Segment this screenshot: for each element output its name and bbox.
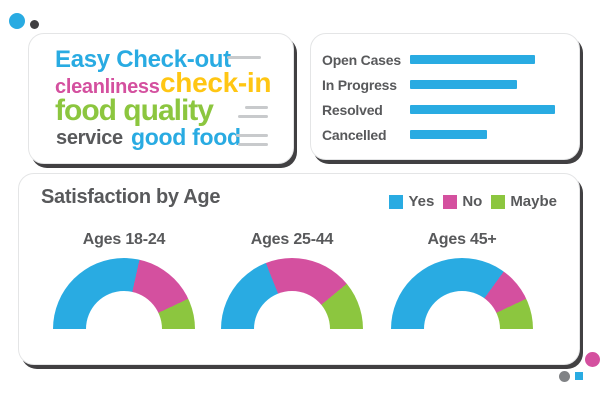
decorative-gray-dot-bottom-right xyxy=(559,371,570,382)
donut-hole xyxy=(86,291,162,329)
case-status-row: Open Cases xyxy=(322,47,579,72)
bar-category-label: Open Cases xyxy=(322,51,401,68)
case-status-row: Cancelled xyxy=(322,122,579,147)
case-status-card: Open Cases In Progress Resolved Cancelled xyxy=(310,33,580,160)
legend-item: No xyxy=(443,193,482,210)
legend-label: Yes xyxy=(408,193,435,210)
semi-donut-chart xyxy=(391,258,533,329)
legend-swatch xyxy=(389,194,404,209)
value-bar xyxy=(410,80,517,89)
value-bar xyxy=(410,105,555,114)
legend-swatch xyxy=(491,194,506,209)
decorative-line xyxy=(227,56,261,59)
decorative-line xyxy=(245,106,268,109)
satisfaction-by-age-card: Satisfaction by Age Yes No Maybe Ages 18-2… xyxy=(18,173,580,365)
satisfaction-legend: Yes No Maybe xyxy=(389,193,557,210)
semi-donut-chart xyxy=(221,258,363,329)
bar-category-label: Cancelled xyxy=(322,126,387,143)
value-bar xyxy=(410,55,535,64)
case-status-bar-chart: Open Cases In Progress Resolved Cancelled xyxy=(311,34,579,147)
decorative-line xyxy=(236,134,268,137)
decorative-pink-dot-bottom-right xyxy=(585,352,600,367)
word-cloud: Easy Check-out cleanliness check-in food qu… xyxy=(29,34,293,163)
case-status-row: In Progress xyxy=(322,72,579,97)
word-cloud-term: service xyxy=(56,127,123,149)
legend-item: Yes xyxy=(389,193,434,210)
case-status-row: Resolved xyxy=(322,97,579,122)
value-bar xyxy=(410,130,487,139)
bar-category-label: Resolved xyxy=(322,101,383,118)
donut-hole xyxy=(254,291,330,329)
semi-donut-group: Ages 18-24 xyxy=(53,231,195,329)
word-cloud-term: Easy Check-out xyxy=(55,46,231,73)
semi-donut-group: Ages 45+ xyxy=(391,231,533,329)
donut-age-label: Ages 25-44 xyxy=(250,231,334,248)
word-cloud-term: good food xyxy=(131,124,241,150)
decorative-dark-dot-top-left xyxy=(30,20,39,29)
word-cloud-term: cleanliness xyxy=(55,76,160,98)
satisfaction-title: Satisfaction by Age xyxy=(41,186,221,208)
legend-label: Maybe xyxy=(510,193,557,210)
donut-age-label: Ages 18-24 xyxy=(82,231,166,248)
word-cloud-term: check-in xyxy=(160,67,272,98)
decorative-blue-dot-top-left xyxy=(9,13,25,29)
decorative-line xyxy=(238,115,268,118)
legend-label: No xyxy=(462,193,483,210)
decorative-blue-square-bottom-right xyxy=(575,372,583,380)
bar-category-label: In Progress xyxy=(322,76,397,93)
semi-donut-group: Ages 25-44 xyxy=(221,231,363,329)
legend-swatch xyxy=(443,194,458,209)
semi-donut-charts-row: Ages 18-24 Ages 25-44 Ages 45+ xyxy=(19,174,579,364)
semi-donut-chart xyxy=(53,258,195,329)
donut-age-label: Ages 45+ xyxy=(427,231,497,248)
legend-item: Maybe xyxy=(491,193,557,210)
donut-hole xyxy=(424,291,500,329)
guest-feedback-word-cloud-card: Easy Check-out cleanliness check-in food qu… xyxy=(28,33,294,164)
word-cloud-term: food quality xyxy=(55,94,214,127)
decorative-line xyxy=(238,143,268,146)
